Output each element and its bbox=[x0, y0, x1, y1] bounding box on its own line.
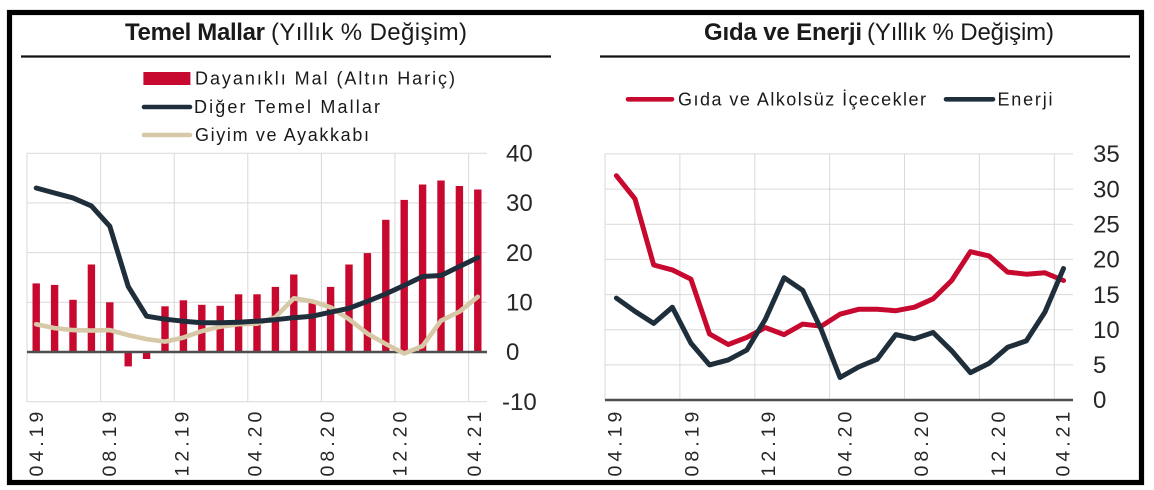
svg-text:40: 40 bbox=[506, 140, 533, 167]
svg-text:0: 0 bbox=[1093, 387, 1106, 414]
svg-text:04.20: 04.20 bbox=[245, 408, 267, 477]
svg-text:30: 30 bbox=[506, 190, 533, 217]
svg-text:12.20: 12.20 bbox=[988, 408, 1010, 477]
svg-text:20: 20 bbox=[1093, 247, 1120, 274]
svg-text:12.19: 12.19 bbox=[172, 408, 194, 477]
svg-text:-10: -10 bbox=[502, 389, 537, 416]
svg-text:25: 25 bbox=[1093, 211, 1120, 238]
svg-text:(Yıllık % Değişim): (Yıllık % Değişim) bbox=[867, 19, 1054, 46]
svg-text:04.21: 04.21 bbox=[464, 408, 486, 477]
svg-text:35: 35 bbox=[1093, 141, 1120, 168]
svg-text:20: 20 bbox=[506, 240, 533, 267]
svg-text:Dayanıklı Mal (Altın Hariç): Dayanıklı Mal (Altın Hariç) bbox=[195, 69, 455, 89]
svg-text:12.20: 12.20 bbox=[389, 408, 411, 477]
svg-text:15: 15 bbox=[1093, 282, 1120, 309]
svg-text:10: 10 bbox=[506, 290, 533, 317]
svg-text:5: 5 bbox=[1093, 352, 1106, 379]
svg-text:08.19: 08.19 bbox=[681, 408, 703, 477]
svg-text:08.19: 08.19 bbox=[99, 408, 121, 477]
svg-text:10: 10 bbox=[1093, 317, 1120, 344]
svg-text:Giyim ve Ayakkabı: Giyim ve Ayakkabı bbox=[195, 125, 369, 145]
svg-text:Diğer Temel Mallar: Diğer Temel Mallar bbox=[194, 97, 380, 117]
svg-text:Enerji: Enerji bbox=[998, 90, 1053, 110]
svg-text:(Yıllık % Değişim): (Yıllık % Değişim) bbox=[271, 19, 467, 46]
svg-text:04.20: 04.20 bbox=[835, 408, 857, 477]
svg-text:08.20: 08.20 bbox=[317, 408, 339, 477]
svg-text:0: 0 bbox=[506, 339, 519, 366]
svg-text:Gıda ve Enerji: Gıda ve Enerji bbox=[704, 19, 862, 46]
svg-text:08.20: 08.20 bbox=[911, 408, 933, 477]
svg-text:04.19: 04.19 bbox=[26, 408, 48, 477]
svg-text:04.21: 04.21 bbox=[1052, 408, 1074, 477]
svg-text:12.19: 12.19 bbox=[758, 408, 780, 477]
svg-text:30: 30 bbox=[1093, 176, 1120, 203]
svg-text:Temel Mallar: Temel Mallar bbox=[125, 19, 265, 46]
svg-text:04.19: 04.19 bbox=[605, 408, 627, 477]
